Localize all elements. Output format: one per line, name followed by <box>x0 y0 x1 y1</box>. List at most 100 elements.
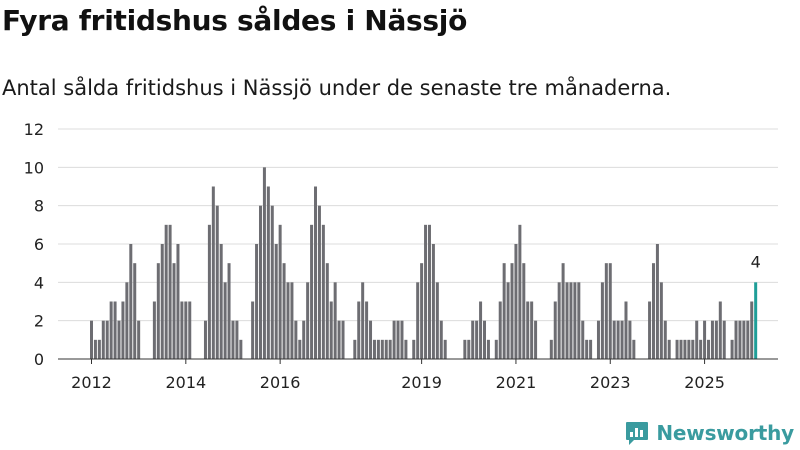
bar <box>471 320 475 359</box>
bar <box>172 263 176 359</box>
bar <box>294 320 298 359</box>
bar <box>687 339 691 359</box>
x-tick-label: 2016 <box>260 373 301 392</box>
bar <box>663 320 667 359</box>
bar <box>361 282 365 359</box>
bar <box>549 339 553 359</box>
bar <box>608 263 612 359</box>
bar <box>534 320 538 359</box>
bar <box>258 205 262 359</box>
bar <box>667 339 671 359</box>
bar <box>648 301 652 359</box>
bar <box>573 282 577 359</box>
bar <box>486 339 490 359</box>
bar <box>589 339 593 359</box>
bar <box>683 339 687 359</box>
bar <box>435 282 439 359</box>
bar <box>416 282 420 359</box>
bar <box>113 301 117 359</box>
bar <box>742 320 746 359</box>
y-tick-label: 8 <box>34 197 44 216</box>
bar <box>129 244 133 359</box>
chart-title: Fyra fritidshus såldes i Nässjö <box>2 4 468 37</box>
y-tick-label: 12 <box>24 120 44 139</box>
bar <box>262 167 266 359</box>
bar <box>207 224 211 359</box>
bar <box>121 301 125 359</box>
x-tick-label: 2025 <box>684 373 725 392</box>
x-tick-label: 2014 <box>165 373 206 392</box>
bar <box>341 320 345 359</box>
bar <box>691 339 695 359</box>
bar <box>404 339 408 359</box>
bar <box>109 301 113 359</box>
bar <box>211 186 215 359</box>
bar <box>479 301 483 359</box>
bar <box>137 320 141 359</box>
y-tick-label: 0 <box>34 350 44 369</box>
bar <box>738 320 742 359</box>
newsworthy-logo-icon <box>626 422 649 445</box>
bar <box>498 301 502 359</box>
bar <box>514 244 518 359</box>
bar <box>703 320 707 359</box>
bar <box>510 263 514 359</box>
y-tick-label: 10 <box>24 158 44 177</box>
bar <box>400 320 404 359</box>
bar <box>365 301 369 359</box>
bar <box>463 339 467 359</box>
bar <box>522 263 526 359</box>
bar <box>750 301 754 359</box>
bar <box>475 320 479 359</box>
bar <box>431 244 435 359</box>
bar <box>424 224 428 359</box>
bar <box>93 339 97 359</box>
bar <box>376 339 380 359</box>
bar <box>722 320 726 359</box>
bar <box>290 282 294 359</box>
bar <box>746 320 750 359</box>
bar <box>239 339 243 359</box>
bar <box>117 320 121 359</box>
bar <box>596 320 600 359</box>
bar <box>443 339 447 359</box>
bar <box>203 320 207 359</box>
chart-subtitle: Antal sålda fritidshus i Nässjö under de… <box>2 76 672 100</box>
y-tick-label: 6 <box>34 235 44 254</box>
bar <box>707 339 711 359</box>
y-tick-label: 2 <box>34 312 44 331</box>
bar <box>675 339 679 359</box>
bar <box>156 263 160 359</box>
bar <box>372 339 376 359</box>
bar <box>219 244 223 359</box>
bar <box>176 244 180 359</box>
bar <box>235 320 239 359</box>
bar <box>569 282 573 359</box>
bar <box>270 205 274 359</box>
bar <box>90 320 93 359</box>
bar <box>384 339 388 359</box>
bar <box>439 320 443 359</box>
bar <box>577 282 581 359</box>
bar <box>164 224 168 359</box>
bar <box>274 244 278 359</box>
bar <box>502 263 506 359</box>
bar <box>255 244 259 359</box>
bar <box>581 320 585 359</box>
x-tick-label: 2012 <box>71 373 112 392</box>
bar <box>420 263 424 359</box>
bar <box>412 339 416 359</box>
bar <box>585 339 589 359</box>
bar <box>624 301 628 359</box>
bar <box>553 301 557 359</box>
bar <box>506 282 510 359</box>
bar <box>357 301 361 359</box>
bar <box>392 320 396 359</box>
bar <box>97 339 101 359</box>
bar <box>314 186 318 359</box>
bar <box>215 205 219 359</box>
bar <box>317 205 321 359</box>
bar <box>616 320 620 359</box>
bar <box>659 282 663 359</box>
